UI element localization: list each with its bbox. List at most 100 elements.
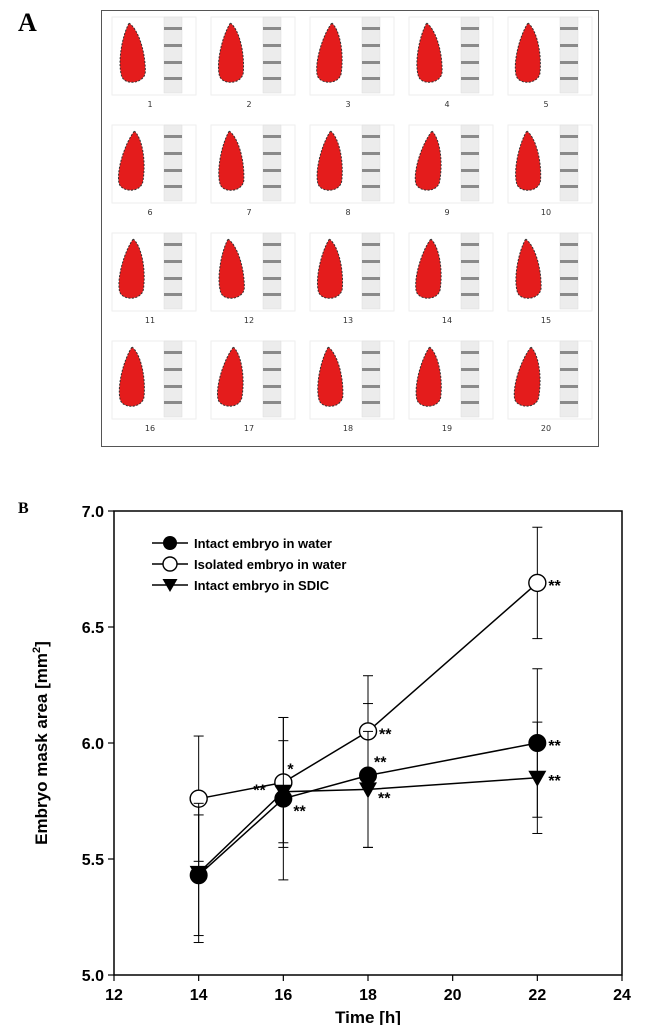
scale-tick <box>461 27 479 30</box>
significance-label: ** <box>293 804 306 821</box>
scale-tick <box>461 260 479 263</box>
scale-strip <box>262 16 282 94</box>
scale-tick <box>461 77 479 80</box>
scale-strip <box>559 124 579 202</box>
scale-tick <box>560 185 578 188</box>
scale-tick <box>362 135 380 138</box>
scale-tick <box>362 27 380 30</box>
embryo-mask <box>515 238 542 299</box>
scale-strip <box>361 124 381 202</box>
scale-tick <box>164 185 182 188</box>
scale-strip <box>163 124 183 202</box>
embryo-mask <box>218 238 245 299</box>
scale-tick <box>164 385 182 388</box>
scale-strip <box>163 232 183 310</box>
data-point <box>528 573 547 593</box>
mask-area-chart: 12 14 16 18 20 22 24 5.0 5.5 6.0 6.5 7.0 Time [h] Emb… <box>31 504 631 1025</box>
cell-number: 3 <box>345 100 350 109</box>
scale-tick <box>461 152 479 155</box>
scale-tick <box>362 368 380 371</box>
cell-number: 8 <box>345 208 350 217</box>
x-tick-label: 18 <box>359 987 377 1004</box>
scale-strip <box>559 232 579 310</box>
scale-tick <box>263 293 281 296</box>
scale-tick <box>362 260 380 263</box>
embryo-mask <box>118 130 145 191</box>
scale-tick <box>263 401 281 404</box>
grid-cell: 9 <box>408 124 494 217</box>
scale-tick <box>560 368 578 371</box>
scale-strip <box>559 16 579 94</box>
scale-tick <box>164 260 182 263</box>
cell-number: 16 <box>145 424 155 433</box>
cell-number: 6 <box>147 208 152 217</box>
embryo-mask <box>514 22 541 83</box>
embryo-mask <box>414 130 442 191</box>
y-tick-label: 7.0 <box>82 504 104 521</box>
scale-tick <box>461 44 479 47</box>
scale-tick <box>362 152 380 155</box>
scale-tick <box>560 152 578 155</box>
cell-number: 4 <box>444 100 449 109</box>
scale-tick <box>362 185 380 188</box>
scale-tick <box>461 185 479 188</box>
cell-number: 19 <box>442 424 452 433</box>
legend-marker <box>162 556 178 572</box>
scale-tick <box>461 385 479 388</box>
data-point <box>359 782 377 799</box>
scale-tick <box>560 293 578 296</box>
scale-tick <box>362 351 380 354</box>
grid-cell: 6 <box>111 124 197 217</box>
cell-number: 12 <box>244 316 254 325</box>
legend: Intact embryo in water Isolated embryo in… <box>152 536 346 593</box>
scale-strip <box>361 340 381 418</box>
scale-strip <box>460 16 480 94</box>
grid-cell: 4 <box>408 16 494 109</box>
scale-tick <box>560 260 578 263</box>
series-open-circle: ***** <box>189 526 562 862</box>
grid-cell: 17 <box>210 340 296 433</box>
scale-tick <box>263 44 281 47</box>
series-line <box>198 777 538 874</box>
series-line <box>198 742 538 876</box>
scale-tick <box>263 152 281 155</box>
scale-tick <box>461 401 479 404</box>
scale-strip <box>460 340 480 418</box>
scale-tick <box>362 385 380 388</box>
embryo-mask-grid: 1 2 3 4 5 6 7 8 9 10 11 12 13 14 15 16 17 18 19 20 <box>101 10 599 447</box>
cell-number: 11 <box>145 316 155 325</box>
data-point <box>274 784 293 801</box>
cell-number: 17 <box>244 424 254 433</box>
panel-label-a: A <box>18 8 37 37</box>
scale-tick <box>164 293 182 296</box>
legend-label: Isolated embryo in water <box>194 557 346 572</box>
scale-tick <box>263 385 281 388</box>
legend-marker <box>163 536 177 550</box>
embryo-mask <box>217 346 244 407</box>
embryo-mask <box>317 238 344 299</box>
cell-number: 18 <box>343 424 353 433</box>
embryo-mask <box>515 130 542 191</box>
scale-tick <box>461 351 479 354</box>
scale-tick <box>362 243 380 246</box>
scale-tick <box>263 27 281 30</box>
panel-label-b: B <box>18 500 29 517</box>
scale-tick <box>461 368 479 371</box>
scale-tick <box>560 27 578 30</box>
scale-tick <box>362 293 380 296</box>
x-tick-label: 24 <box>613 987 631 1004</box>
embryo-mask <box>118 238 145 299</box>
scale-tick <box>560 169 578 172</box>
x-tick-label: 20 <box>444 987 462 1004</box>
scale-tick <box>263 277 281 280</box>
grid-cell: 20 <box>507 340 593 433</box>
y-tick-label: 5.5 <box>82 852 104 869</box>
embryo-mask <box>316 130 343 191</box>
scale-tick <box>461 243 479 246</box>
scale-tick <box>164 277 182 280</box>
scale-strip <box>262 232 282 310</box>
grid-cell: 2 <box>210 16 296 109</box>
scale-tick <box>164 401 182 404</box>
scale-tick <box>263 368 281 371</box>
